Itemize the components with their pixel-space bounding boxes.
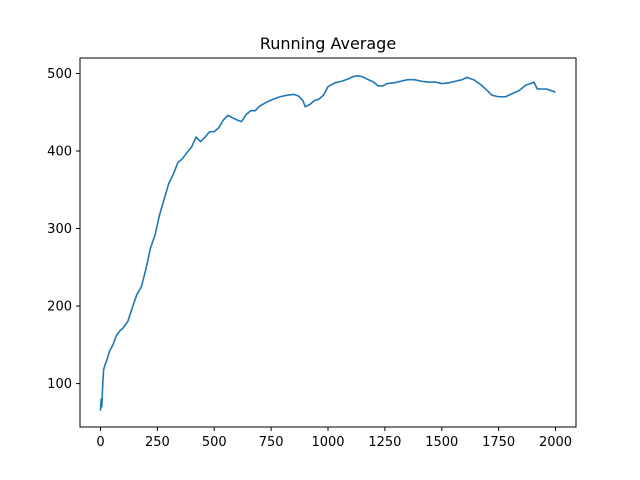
- x-tick-label: 250: [145, 435, 170, 450]
- y-tick-label: 200: [47, 300, 72, 315]
- x-axis: 0 250 500 750 1000 1250 1500 1750 2000: [96, 427, 572, 450]
- series-line: [99, 75, 556, 411]
- x-tick-label: 750: [259, 435, 284, 450]
- x-tick-label: 2000: [539, 435, 572, 450]
- series-layer: [99, 75, 556, 411]
- y-tick-label: 300: [47, 222, 72, 237]
- x-tick-label: 1250: [368, 435, 401, 450]
- x-tick-label: 1750: [482, 435, 515, 450]
- x-tick-label: 500: [202, 435, 227, 450]
- chart-title: Running Average: [260, 34, 396, 53]
- plot-frame: [79, 57, 577, 428]
- y-tick-label: 100: [47, 377, 72, 392]
- y-axis: 100 200 300 400 500: [47, 67, 80, 392]
- x-tick-label: 1000: [311, 435, 344, 450]
- x-tick-label: 0: [96, 435, 104, 450]
- y-tick-label: 500: [47, 67, 72, 82]
- y-tick-label: 400: [47, 145, 72, 160]
- x-tick-label: 1500: [425, 435, 458, 450]
